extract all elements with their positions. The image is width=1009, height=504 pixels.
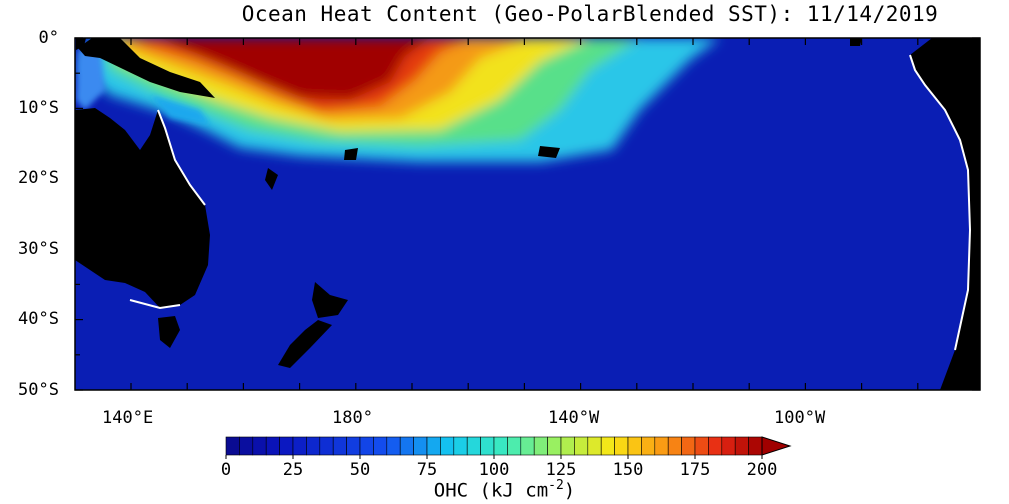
colorbar-segment [319,436,334,456]
colorbar-segment [359,436,374,456]
colorbar-units: OHC (kJ cm-2) [0,478,1009,501]
lon-label-100w: 100°W [774,408,826,428]
colorbar-segment [681,436,696,456]
axis-ticks [75,37,980,391]
colorbar-segment [708,436,723,456]
colorbar-segment [507,436,522,456]
lat-label-50s: 50°S [18,380,59,400]
new-guinea [78,38,215,98]
colorbar-segment [426,436,441,456]
units-exponent: -2 [548,478,564,493]
map-title: Ocean Heat Content (Geo-PolarBlended SST… [241,2,939,26]
new-zealand-north [312,282,348,318]
colorbar-segment [225,436,240,456]
colorbar-tick-150: 150 [612,460,644,480]
lon-label-180: 180° [332,408,373,428]
colorbar-segment [332,436,347,456]
colorbar-tick-175: 175 [679,460,711,480]
colorbar-segment [574,436,589,456]
south-america [910,38,980,390]
units-prefix: OHC (kJ cm [433,479,549,502]
coastline-mask [129,54,972,351]
colorbar-segment [306,436,321,456]
colorbar-segment [734,436,749,456]
lon-label-140e: 140°E [102,408,154,428]
land-masses [75,38,980,390]
colorbar-segment [453,436,468,456]
heat-content-field [80,38,720,162]
colorbar-segment [373,436,388,456]
colorbar-tick-50: 50 [349,460,371,480]
colorbar-segment [346,436,361,456]
colorbar-segment [480,436,495,456]
colorbar-segment [239,436,254,456]
coastal-warm-water [76,45,210,125]
tasmania [158,316,180,348]
colorbar-segment [413,436,428,456]
french-polynesia [538,146,560,158]
colorbar [225,436,763,459]
colorbar-segment [493,436,508,456]
colorbar-segment [694,436,709,456]
colorbar-tick-200: 200 [746,460,778,480]
lat-label-0: 0° [38,28,59,48]
lat-label-30s: 30°S [18,239,59,259]
colorbar-segment [560,436,575,456]
colorbar-tick-125: 125 [545,460,577,480]
colorbar-segment [533,436,548,456]
colorbar-segment [386,436,401,456]
colorbar-segment [399,436,414,456]
lat-label-40s: 40°S [18,309,59,329]
colorbar-segment [654,436,669,456]
colorbar-segment [721,436,736,456]
new-caledonia [265,168,278,190]
colorbar-segment [252,436,267,456]
colorbar-segment [466,436,481,456]
colorbar-tick-75: 75 [416,460,438,480]
colorbar-segment [641,436,656,456]
colorbar-tick-100: 100 [478,460,510,480]
colorbar-tick-0: 0 [220,460,232,480]
colorbar-segment [587,436,602,456]
lon-label-140w: 140°W [548,408,600,428]
colorbar-segment [265,436,280,456]
map-plot-area [75,38,980,390]
colorbar-tick-25: 25 [282,460,304,480]
indonesia-islands [76,38,86,50]
colorbar-segment [440,436,455,456]
colorbar-segment [748,436,763,456]
lat-label-10s: 10°S [18,98,59,118]
fiji [344,148,358,160]
units-suffix: ) [563,479,576,502]
colorbar-segment [600,436,615,456]
new-zealand-south [278,320,332,368]
galapagos [850,38,862,46]
colorbar-segment [667,436,682,456]
australia [75,108,210,308]
colorbar-segment [279,436,294,456]
colorbar-segment [614,436,629,456]
lat-label-20s: 20°S [18,168,59,188]
colorbar-extension-arrow [761,436,792,456]
colorbar-segment [292,436,307,456]
colorbar-segment [627,436,642,456]
colorbar-segment [547,436,562,456]
colorbar-segment [520,436,535,456]
